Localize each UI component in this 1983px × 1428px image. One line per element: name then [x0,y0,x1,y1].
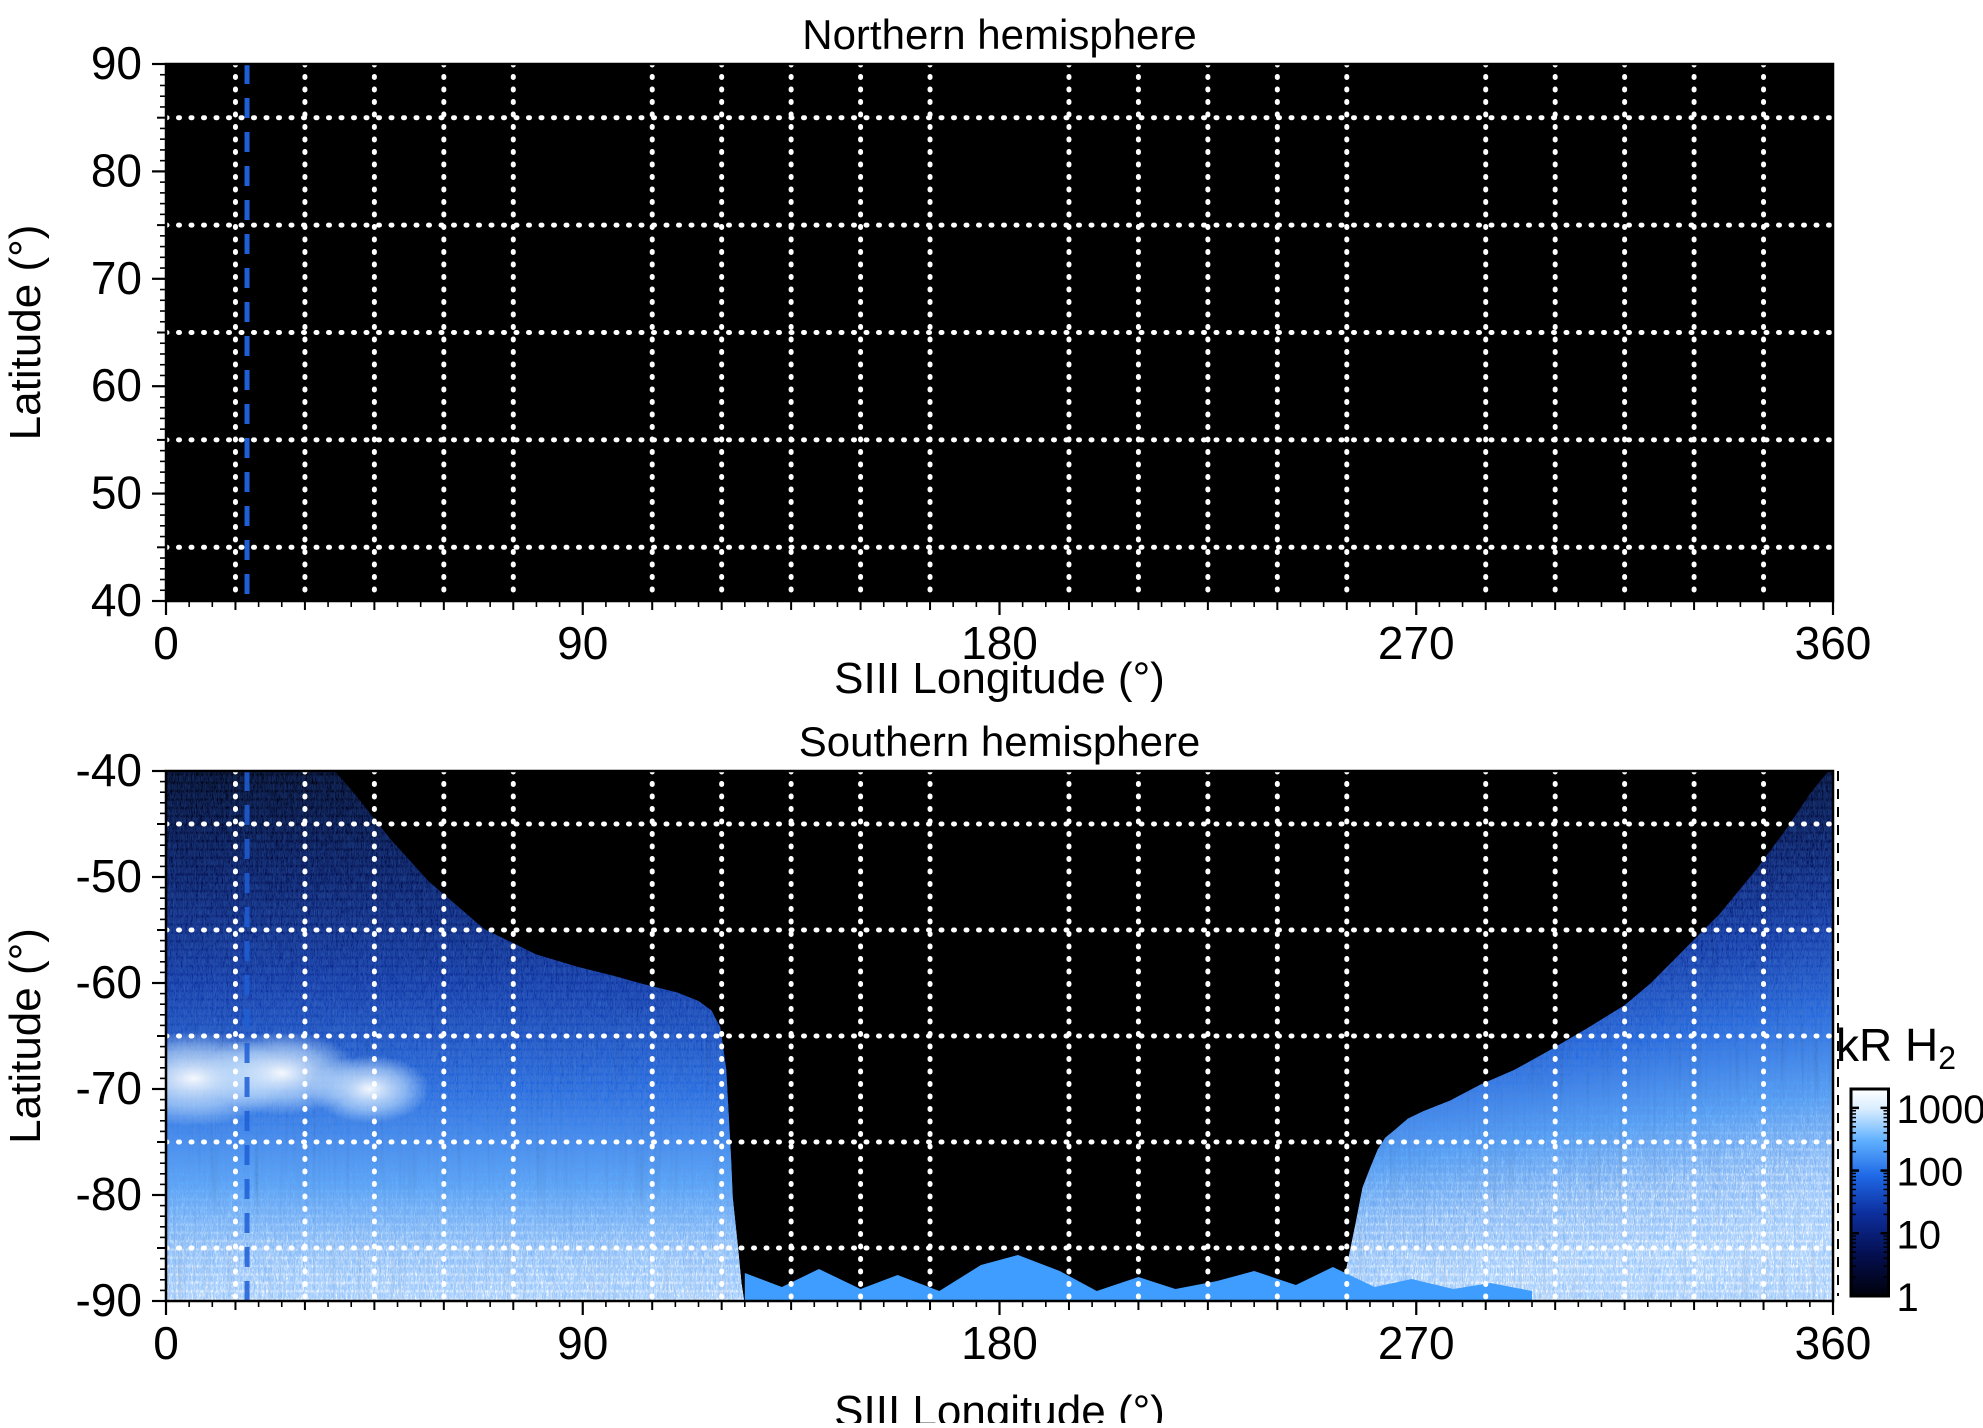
svg-text:40: 40 [91,574,142,626]
svg-text:60: 60 [91,359,142,411]
svg-text:180: 180 [961,1317,1038,1369]
svg-text:80: 80 [91,144,142,196]
svg-text:70: 70 [91,252,142,304]
svg-text:SIII Longitude (°): SIII Longitude (°) [834,1387,1165,1423]
svg-text:100: 100 [1897,1151,1964,1195]
svg-text:0: 0 [153,617,179,669]
svg-text:SIII Longitude (°): SIII Longitude (°) [834,654,1165,703]
svg-text:90: 90 [557,617,608,669]
svg-text:-90: -90 [76,1274,142,1326]
svg-text:Latitude (°): Latitude (°) [1,928,50,1144]
svg-text:270: 270 [1378,1317,1455,1369]
svg-text:10: 10 [1897,1213,1942,1257]
svg-text:0: 0 [153,1317,179,1369]
svg-text:360: 360 [1795,1317,1872,1369]
svg-text:-40: -40 [76,744,142,796]
svg-text:-70: -70 [76,1062,142,1114]
svg-text:Northern hemisphere: Northern hemisphere [802,11,1197,58]
svg-text:270: 270 [1378,617,1455,669]
svg-text:-50: -50 [76,850,142,902]
svg-text:-80: -80 [76,1168,142,1220]
svg-text:kR H2: kR H2 [1836,1019,1956,1076]
svg-text:Southern hemisphere: Southern hemisphere [799,718,1201,765]
svg-text:Latitude (°): Latitude (°) [1,225,50,441]
svg-text:1000: 1000 [1897,1088,1983,1132]
svg-text:90: 90 [557,1317,608,1369]
svg-text:1: 1 [1897,1276,1919,1320]
svg-text:-60: -60 [76,956,142,1008]
svg-text:360: 360 [1795,617,1872,669]
svg-text:50: 50 [91,467,142,519]
svg-text:90: 90 [91,37,142,89]
